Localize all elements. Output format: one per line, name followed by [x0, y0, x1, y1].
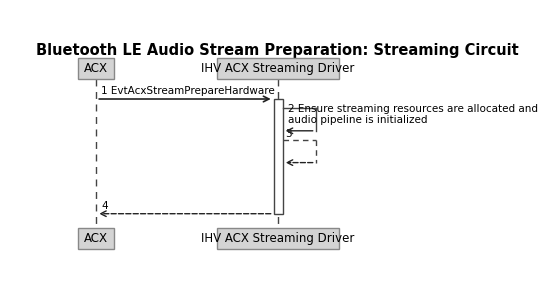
Bar: [79, 58, 114, 78]
Bar: [217, 228, 339, 249]
Text: ACX: ACX: [85, 232, 108, 245]
Text: 2 Ensure streaming resources are allocated and
audio pipeline is initialized: 2 Ensure streaming resources are allocat…: [288, 104, 538, 125]
Text: 1 EvtAcxStreamPrepareHardware: 1 EvtAcxStreamPrepareHardware: [101, 86, 275, 96]
Text: IHV ACX Streaming Driver: IHV ACX Streaming Driver: [201, 62, 354, 75]
Text: Bluetooth LE Audio Stream Preparation: Streaming Circuit: Bluetooth LE Audio Stream Preparation: S…: [36, 43, 519, 58]
Text: 4: 4: [101, 201, 108, 212]
Text: IHV ACX Streaming Driver: IHV ACX Streaming Driver: [201, 232, 354, 245]
Bar: [79, 228, 114, 249]
Text: ACX: ACX: [85, 62, 108, 75]
Bar: [274, 99, 283, 214]
Text: 3: 3: [285, 129, 292, 139]
Bar: [217, 58, 339, 78]
